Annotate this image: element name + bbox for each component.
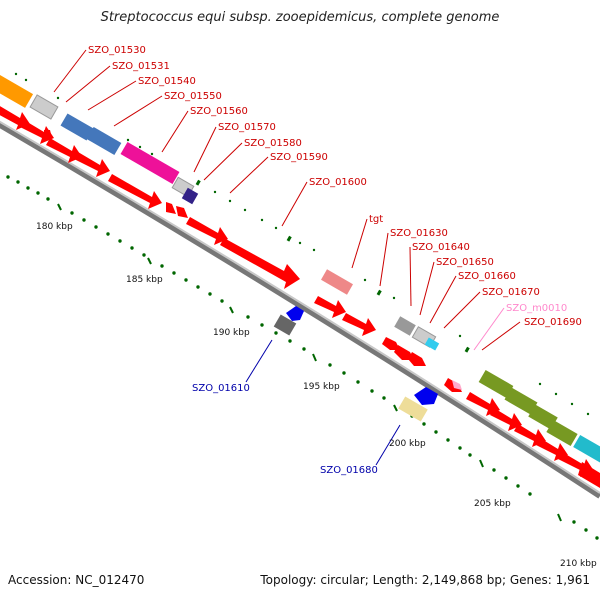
- scale-labels: 180 kbp 185 kbp 190 kbp 195 kbp 200 kbp …: [36, 222, 597, 569]
- scale-label-190: 190 kbp: [213, 328, 250, 338]
- scale-label-185: 185 kbp: [126, 275, 163, 285]
- scale-label-200: 200 kbp: [389, 439, 426, 449]
- misc-feature: [452, 380, 462, 390]
- gene-label-SZO_01580: SZO_01580: [244, 138, 302, 149]
- reverse-leaders: [245, 339, 401, 466]
- gene-label-SZO_01660: SZO_01660: [458, 271, 516, 282]
- scale-label-210: 210 kbp: [560, 559, 597, 569]
- reverse-gene-labels: SZO_01610 SZO_01680: [192, 383, 378, 476]
- forward-leaders: [53, 49, 521, 351]
- map-title: Streptococcus equi subsp. zooepidemicus,…: [100, 10, 500, 25]
- gene-label-SZO_01570: SZO_01570: [218, 122, 276, 133]
- cds-arrows: [0, 106, 600, 488]
- gene-label-SZO_01550: SZO_01550: [164, 91, 222, 102]
- gene-label-SZO_01630: SZO_01630: [390, 228, 448, 239]
- scale-label-180: 180 kbp: [36, 222, 73, 232]
- outer-ticks: [14, 72, 590, 416]
- misc-leader: [473, 307, 505, 351]
- forward-gene-labels: SZO_01530 SZO_01531 SZO_01540 SZO_01550 …: [88, 45, 582, 328]
- gene-label-SZO_01540: SZO_01540: [138, 76, 196, 87]
- gene-label-tgt: tgt: [369, 214, 383, 225]
- gene-label-SZO_01670: SZO_01670: [482, 287, 540, 298]
- gene-label-SZO_01600: SZO_01600: [309, 177, 367, 188]
- scale-ticks: [6, 175, 599, 540]
- gene-label-SZO_01690: SZO_01690: [524, 317, 582, 328]
- genome-backbone: [0, 120, 600, 499]
- gene-label-SZO_01560: SZO_01560: [190, 106, 248, 117]
- gene-label-SZO_01650: SZO_01650: [436, 257, 494, 268]
- gene-label-SZO_01530: SZO_01530: [88, 45, 146, 56]
- gene-label-SZO_01640: SZO_01640: [412, 242, 470, 253]
- accession-text: Accession: NC_012470: [8, 573, 145, 587]
- gene-label-SZO_01531: SZO_01531: [112, 61, 170, 72]
- reverse-genes: [273, 306, 438, 422]
- genome-summary-text: Topology: circular; Length: 2,149,868 bp…: [260, 573, 590, 587]
- scale-label-195: 195 kbp: [303, 382, 340, 392]
- gene-label-SZO_01590: SZO_01590: [270, 152, 328, 163]
- gene-label-SZO_01680: SZO_01680: [320, 465, 378, 476]
- scale-label-205: 205 kbp: [474, 499, 511, 509]
- gene-label-SZO_m0010: SZO_m0010: [506, 303, 567, 314]
- gene-label-SZO_01610: SZO_01610: [192, 383, 250, 394]
- forward-genes-outer: [0, 73, 600, 468]
